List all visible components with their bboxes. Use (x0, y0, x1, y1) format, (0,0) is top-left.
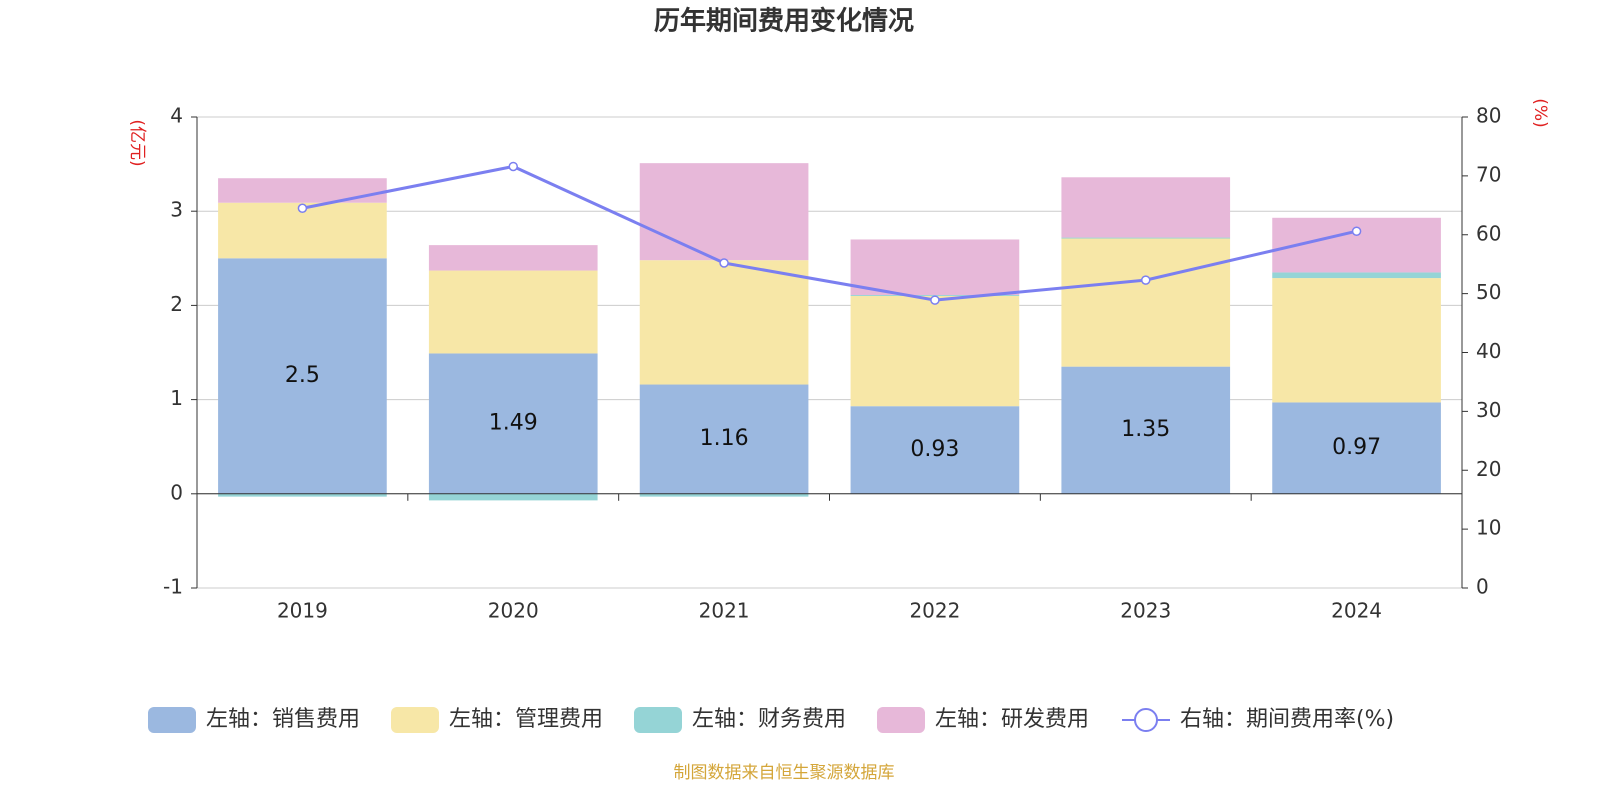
bar (1061, 366, 1231, 494)
legend-symbol (391, 707, 439, 733)
y-tick-label: 0 (170, 480, 183, 504)
y-tick-label: 3 (170, 198, 183, 222)
line-point (719, 258, 729, 268)
bar (639, 260, 809, 385)
line-point (508, 161, 518, 172)
bar (1272, 272, 1441, 279)
line-point (1351, 226, 1362, 236)
x-tick-label: 2019 (277, 599, 328, 623)
bar (428, 353, 598, 494)
x-tick-label: 2022 (909, 599, 960, 623)
bar (428, 493, 598, 501)
x-tick-label: 2024 (1331, 599, 1382, 623)
line-point (930, 295, 940, 305)
y2-tick-label: 20 (1476, 457, 1501, 481)
legend-label: 左轴：研发费用 (935, 707, 1089, 732)
data-label: 1.35 (1121, 417, 1170, 442)
y-tick-label: 4 (170, 104, 183, 128)
bar (1061, 177, 1231, 238)
y2-axis-label: (%) (1530, 98, 1550, 127)
y2-tick-label: 40 (1476, 339, 1501, 363)
x-tick-label: 2023 (1120, 599, 1171, 623)
bar (850, 295, 1020, 407)
legend-label: 左轴：销售费用 (206, 707, 360, 732)
legend-symbol (634, 707, 682, 733)
y2-tick-label: 50 (1476, 280, 1501, 304)
legend-symbol (148, 707, 196, 733)
y2-tick-label: 70 (1476, 162, 1501, 186)
y2-tick-label: 80 (1476, 104, 1501, 128)
legend-label: 右轴：期间费用率(%) (1180, 707, 1394, 732)
y2-tick-label: 60 (1476, 221, 1501, 245)
bar (218, 493, 387, 497)
legend-label: 左轴：管理费用 (449, 707, 603, 732)
data-label: 2.5 (285, 363, 320, 388)
y-tick-label: 1 (170, 386, 183, 410)
data-label: 0.93 (910, 437, 959, 462)
legend-label: 左轴：财务费用 (692, 707, 846, 732)
chart-title: 历年期间费用变化情况 (654, 6, 914, 37)
y2-tick-label: 10 (1476, 516, 1501, 540)
data-label: 1.49 (489, 411, 538, 436)
data-label: 0.97 (1332, 435, 1381, 460)
line-point (297, 203, 308, 214)
line (302, 164, 1357, 302)
legend-symbol (1134, 708, 1158, 732)
y2-tick-label: 0 (1476, 575, 1489, 599)
bar (1272, 402, 1441, 494)
data-label: 1.16 (700, 426, 749, 451)
bar (850, 239, 1020, 296)
bar (428, 245, 598, 271)
bar (1272, 278, 1441, 403)
x-tick-label: 2020 (488, 599, 539, 623)
source-note: 制图数据来自恒生聚源数据库 (674, 763, 895, 783)
bar (218, 178, 387, 203)
bar (639, 493, 809, 497)
y-axis-label: (亿元) (127, 119, 147, 166)
y2-tick-label: 30 (1476, 398, 1501, 422)
bar (1061, 238, 1231, 367)
bar (218, 258, 387, 494)
y-tick-label: -1 (163, 575, 183, 599)
bar (1061, 237, 1231, 239)
x-tick-label: 2021 (699, 599, 750, 623)
y-tick-label: 2 (170, 292, 183, 316)
bar (639, 384, 809, 494)
bar (850, 406, 1020, 494)
legend-symbol (877, 707, 925, 733)
line-point (1141, 275, 1151, 285)
bar (639, 163, 809, 261)
bar (428, 270, 598, 354)
